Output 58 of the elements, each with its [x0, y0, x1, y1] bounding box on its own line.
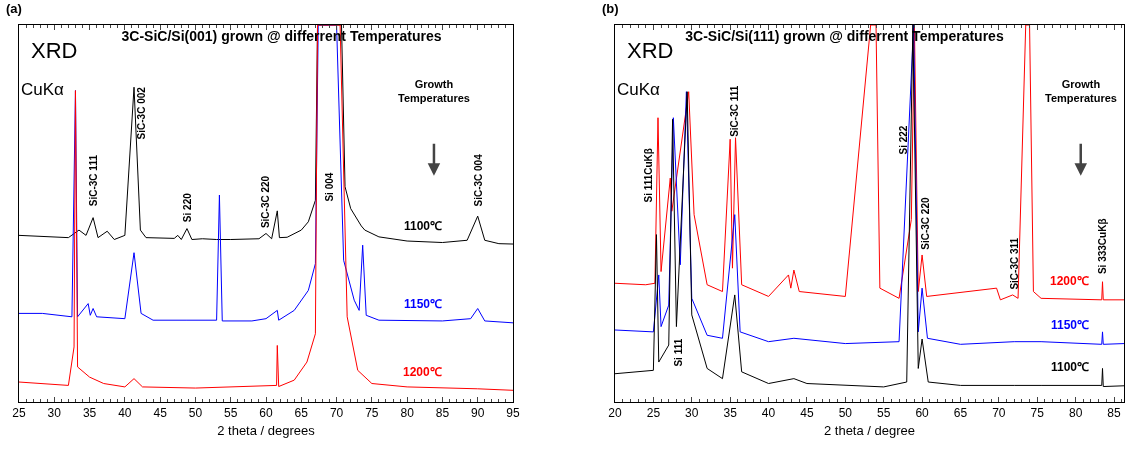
x-tick-label: 40 [118, 406, 132, 421]
annotation: SiC-3C 311 [1008, 237, 1020, 290]
x-axis-title: 2 theta / degree [823, 423, 916, 438]
x-tick-label: 55 [877, 406, 891, 421]
x-tick-label: 80 [400, 406, 415, 421]
annotation: Si 222 [897, 125, 909, 155]
annotation: Si 220 [181, 192, 193, 223]
x-tick-label: 30 [685, 406, 699, 421]
x-tick-label: 65 [294, 406, 309, 421]
annotation: Si 004 [323, 172, 335, 202]
annotation: Si 111CuKβ [642, 148, 654, 203]
x-tick-label: 70 [992, 406, 1006, 421]
x-tick-label: 25 [646, 406, 661, 421]
x-tick-label: 80 [1068, 406, 1083, 421]
annotation: SiC-3C 004 [473, 153, 485, 207]
x-tick-label: 45 [153, 406, 168, 421]
annotation: XRD [627, 38, 674, 63]
x-tick-label: 25 [12, 406, 26, 421]
annotation: CuKα [617, 80, 661, 99]
series-label: 1100℃ [1051, 360, 1090, 374]
text: (b) [602, 1, 619, 16]
x-tick-label: 70 [329, 406, 344, 421]
x-tick-label: 45 [800, 406, 814, 421]
series-label: 1100℃ [404, 219, 443, 233]
x-tick-label: 20 [608, 406, 622, 421]
x-tick-label: 30 [47, 406, 62, 421]
x-tick-label: 40 [761, 406, 776, 421]
x-axis-title: 2 theta / degrees [217, 423, 316, 438]
annotation: SiC-3C 111 [729, 85, 741, 137]
annotation: CuKα [21, 80, 65, 99]
x-tick-label: 35 [723, 406, 738, 421]
annotation: Si 111 [672, 338, 684, 367]
annotation: XRD [31, 38, 78, 63]
x-tick-label: 85 [435, 406, 450, 421]
annotation: Growth Temperatures [1045, 78, 1117, 105]
x-tick-label: 50 [838, 406, 853, 421]
x-tick-label: 85 [1107, 406, 1122, 421]
x-tick-label: 90 [471, 406, 485, 421]
annotation: SiC-3C 111 [88, 154, 99, 207]
annotation: Growth Temperatures [398, 78, 470, 105]
text: (a) [6, 1, 22, 16]
x-tick-label: 60 [915, 406, 930, 421]
series-label: 1150℃ [1051, 318, 1090, 332]
x-tick-label: 50 [188, 406, 203, 421]
annotation: SiC-3C 220 [920, 197, 932, 250]
x-tick-label: 75 [1030, 406, 1045, 421]
series-label: 1200℃ [1050, 274, 1089, 288]
annotation: SiC-3C 002 [135, 86, 147, 140]
x-tick-label: 55 [224, 406, 238, 421]
x-tick-label: 95 [506, 406, 520, 421]
x-tick-label: 65 [953, 406, 968, 421]
series-label: 1150℃ [404, 297, 443, 311]
x-tick-label: 60 [259, 406, 273, 421]
x-tick-label: 35 [82, 406, 97, 421]
annotation: SiC-3C 220 [259, 175, 271, 229]
series-label: 1200℃ [403, 365, 442, 379]
annotation: Si 333CuKβ [1097, 218, 1109, 275]
x-tick-label: 75 [365, 406, 379, 421]
